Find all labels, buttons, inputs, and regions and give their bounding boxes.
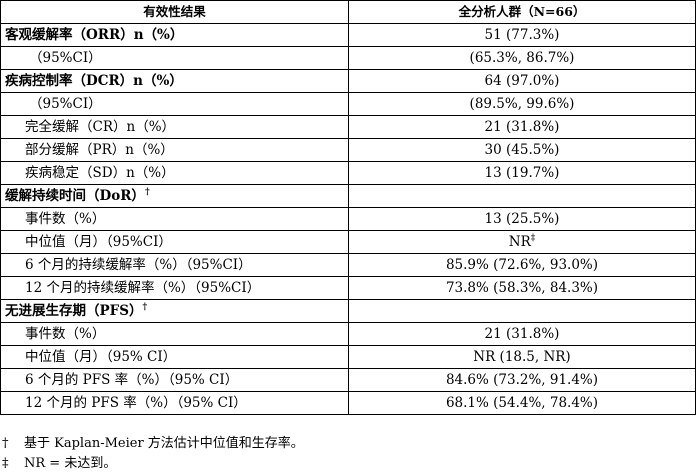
table-header-row: 有效性结果 全分析人群（N=66） <box>0 0 696 24</box>
row-label: 疾病控制率（DCR）n（%） <box>0 69 349 93</box>
row-label: 无进展生存期（PFS） <box>5 303 143 319</box>
footnote-text: 基于 Kaplan-Meier 方法估计中位值和生存率。 <box>24 436 304 451</box>
table-row: （95%CI） (89.5%, 99.6%) <box>0 92 696 116</box>
row-label: 疾病稳定（SD）n（%） <box>0 161 349 185</box>
footnote: † 基于 Kaplan-Meier 方法估计中位值和生存率。 <box>0 434 696 454</box>
efficacy-results-table: 有效性结果 全分析人群（N=66） 客观缓解率（ORR）n（%） 51 (77.… <box>0 0 696 415</box>
footnote-symbol: † <box>2 436 9 451</box>
row-value: (89.5%, 99.6%) <box>348 92 696 116</box>
row-value: 13 (25.5%) <box>348 207 696 231</box>
row-value-cell: NR‡ <box>348 230 696 254</box>
row-value: 84.6% (73.2%, 91.4%) <box>348 368 696 392</box>
footnote-marker: † <box>142 302 148 313</box>
table-row: 12 个月的 PFS 率（%）（95% CI） 68.1% (54.4%, 78… <box>0 391 696 415</box>
row-label: 6 个月的持续缓解率（%）（95%CI） <box>0 253 349 277</box>
table-row: 中位值（月）（95%CI） NR‡ <box>0 230 696 254</box>
table-row: 疾病控制率（DCR）n（%） 64 (97.0%) <box>0 69 696 93</box>
table-section-row: 无进展生存期（PFS）† <box>0 299 696 323</box>
header-endpoint: 有效性结果 <box>0 0 349 24</box>
row-label: 缓解持续时间（DoR） <box>5 188 145 204</box>
row-value: 68.1% (54.4%, 78.4%) <box>348 391 696 415</box>
table-row: 部分缓解（PR）n（%） 30 (45.5%) <box>0 138 696 162</box>
row-label: 完全缓解（CR）n（%） <box>0 115 349 139</box>
row-value: 73.8% (58.3%, 84.3%) <box>348 276 696 300</box>
table-row: 6 个月的 PFS 率（%）（95% CI） 84.6% (73.2%, 91.… <box>0 368 696 392</box>
row-label: 12 个月的持续缓解率（%）（95%CI） <box>0 276 349 300</box>
table-row: 疾病稳定（SD）n（%） 13 (19.7%) <box>0 161 696 185</box>
row-label: 客观缓解率（ORR）n（%） <box>0 23 349 47</box>
row-value: 30 (45.5%) <box>348 138 696 162</box>
table-row: 事件数（%） 13 (25.5%) <box>0 207 696 231</box>
row-value: 21 (31.8%) <box>348 322 696 346</box>
table-row: 事件数（%） 21 (31.8%) <box>0 322 696 346</box>
row-label: （95%CI） <box>0 92 349 116</box>
table-row: 完全缓解（CR）n（%） 21 (31.8%) <box>0 115 696 139</box>
footnote-marker: ‡ <box>530 233 536 244</box>
table-row: 客观缓解率（ORR）n（%） 51 (77.3%) <box>0 23 696 47</box>
row-value <box>348 299 696 323</box>
row-value: 51 (77.3%) <box>348 23 696 47</box>
section-label-dor: 缓解持续时间（DoR）† <box>0 184 349 208</box>
footnote-text: NR = 未达到。 <box>24 456 117 471</box>
row-label: 12 个月的 PFS 率（%）（95% CI） <box>0 391 349 415</box>
row-label: 事件数（%） <box>0 322 349 346</box>
table-row: 12 个月的持续缓解率（%）（95%CI） 73.8% (58.3%, 84.3… <box>0 276 696 300</box>
footnote-symbol: ‡ <box>2 456 9 471</box>
row-value <box>348 184 696 208</box>
row-value: 64 (97.0%) <box>348 69 696 93</box>
row-label: 事件数（%） <box>0 207 349 231</box>
row-label: 6 个月的 PFS 率（%）（95% CI） <box>0 368 349 392</box>
row-value: 21 (31.8%) <box>348 115 696 139</box>
footnote: ‡ NR = 未达到。 <box>0 454 696 474</box>
row-label: 中位值（月）（95%CI） <box>0 230 349 254</box>
table-section-row: 缓解持续时间（DoR）† <box>0 184 696 208</box>
row-value: NR (18.5, NR) <box>348 345 696 369</box>
row-label: 中位值（月）（95% CI） <box>0 345 349 369</box>
row-label: （95%CI） <box>0 46 349 70</box>
section-label-pfs: 无进展生存期（PFS）† <box>0 299 349 323</box>
header-population: 全分析人群（N=66） <box>348 0 696 24</box>
row-value: 85.9% (72.6%, 93.0%) <box>348 253 696 277</box>
footnote-marker: † <box>144 187 150 198</box>
row-label: 部分缓解（PR）n（%） <box>0 138 349 162</box>
row-value: (65.3%, 86.7%) <box>348 46 696 70</box>
footnotes: † 基于 Kaplan-Meier 方法估计中位值和生存率。 ‡ NR = 未达… <box>0 434 696 474</box>
row-value: 13 (19.7%) <box>348 161 696 185</box>
table-row: （95%CI） (65.3%, 86.7%) <box>0 46 696 70</box>
row-value: NR <box>508 234 531 250</box>
table-row: 6 个月的持续缓解率（%）（95%CI） 85.9% (72.6%, 93.0%… <box>0 253 696 277</box>
table-row: 中位值（月）（95% CI） NR (18.5, NR) <box>0 345 696 369</box>
